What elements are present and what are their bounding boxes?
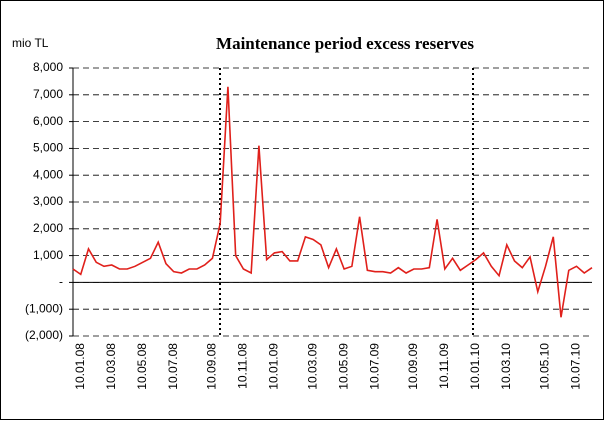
x-tick-label: 10.05.09	[336, 343, 350, 390]
y-tick-label: 6,000	[33, 114, 63, 128]
x-tick-label: 10.05.08	[135, 343, 149, 390]
y-tick-label: 7,000	[33, 87, 63, 101]
x-tick-label: 10.07.10	[569, 343, 583, 390]
y-tick-label: 3,000	[33, 194, 63, 208]
x-tick-label: 10.07.09	[367, 343, 381, 390]
x-tick-label: 10.03.10	[499, 343, 513, 390]
x-tick-label: 10.01.09	[267, 343, 281, 390]
x-tick-label: 10.05.10	[538, 343, 552, 390]
y-tick-label: 1,000	[33, 248, 63, 262]
y-tick-label: -	[59, 275, 63, 289]
x-tick-label: 10.09.08	[205, 343, 219, 390]
x-tick-label: 10.01.08	[73, 343, 87, 390]
x-tick-label: 10.07.08	[166, 343, 180, 390]
x-tick-label: 10.11.08	[236, 343, 250, 389]
y-tick-label: (2,000)	[25, 328, 63, 342]
x-tick-label: 10.01.10	[468, 343, 482, 390]
y-tick-label: 4,000	[33, 167, 63, 181]
x-tick-label: 10.03.09	[305, 343, 319, 390]
x-tick-label: 10.11.09	[437, 343, 451, 389]
chart-title: Maintenance period excess reserves	[216, 34, 474, 53]
data-line	[72, 86, 593, 318]
x-tick-label: 10.09.09	[406, 343, 420, 390]
y-tick-label: 5,000	[33, 141, 63, 155]
y-axis-label: mio TL	[12, 36, 49, 50]
y-tick-label: 8,000	[33, 60, 63, 74]
y-tick-label: 2,000	[33, 221, 63, 235]
y-tick-label: (1,000)	[25, 301, 63, 315]
x-tick-label: 10.03.08	[104, 343, 118, 390]
